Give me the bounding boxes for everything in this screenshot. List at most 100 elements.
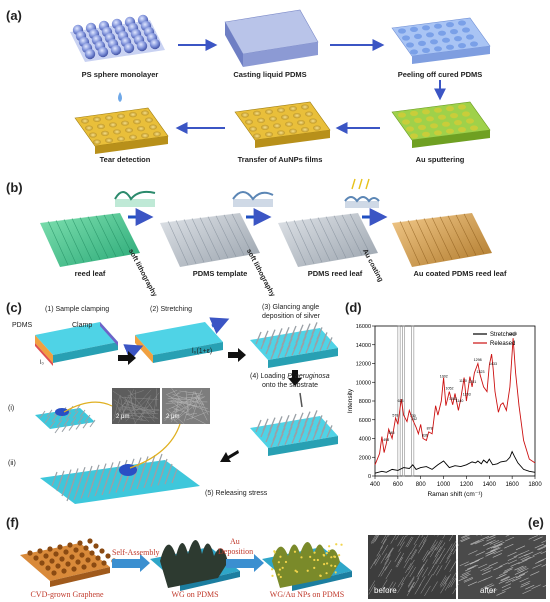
c-ii-label: (ii) <box>8 460 16 467</box>
series-line-stretched <box>375 452 535 474</box>
ps-sphere-monolayer-illustration <box>70 15 165 62</box>
step-au-sputtering: Au sputtering <box>390 155 490 164</box>
peak-label: 1203 <box>463 393 471 397</box>
substrate-i <box>35 405 95 433</box>
arrow-c2 <box>228 348 246 362</box>
tear-detection-illustration <box>75 92 168 154</box>
step-ps-sphere: PS sphere monolayer <box>70 70 170 79</box>
x-tick-label: 1800 <box>528 482 542 488</box>
x-tick-label: 400 <box>370 482 381 488</box>
pdms-reed-leaf-illustration <box>278 213 378 267</box>
y-axis-label: Intensity <box>347 388 354 413</box>
c-step4a-text: (4) Loading <box>250 373 287 380</box>
peak-label: 1433 <box>489 362 497 366</box>
arrow-c1 <box>118 351 136 365</box>
step-tear-detection: Tear detection <box>75 155 175 164</box>
x-tick-label: 800 <box>416 482 427 488</box>
c-pdms-label: PDMS <box>12 322 32 329</box>
x-tick-label: 1600 <box>505 482 519 488</box>
cross-section-icon-1 <box>115 192 155 207</box>
droplet-icon <box>118 92 122 102</box>
y-tick-label: 4000 <box>359 437 371 443</box>
e-after-label: after <box>480 586 496 595</box>
peak-label: 1052 <box>446 387 454 391</box>
casting-pdms-illustration <box>225 10 318 67</box>
arrow-f1 <box>112 559 140 568</box>
panel-a-diagram <box>0 0 550 175</box>
scale-bar-1: 2 μm <box>116 414 129 420</box>
panel-c-diagram <box>0 300 345 515</box>
peak-label: 742 <box>411 417 417 421</box>
cross-section-icon-3 <box>345 179 379 208</box>
pdms-strip-4 <box>250 393 338 456</box>
y-tick-label: 2000 <box>359 455 371 461</box>
f-arrow2a-label: Au <box>230 537 240 546</box>
peak-label: 878 <box>427 426 433 430</box>
peak-label: 1323 <box>476 370 484 374</box>
reed-leaf-illustration <box>40 213 140 267</box>
graphene-illustration <box>20 538 117 587</box>
caption-pdms-reed-leaf: PDMS reed leaf <box>290 269 380 278</box>
peak-label: 578 <box>392 413 398 417</box>
step-transfer: Transfer of AuNPs films <box>225 155 335 164</box>
c-step3b: deposition of silver <box>262 313 320 320</box>
peak-label: 1251 <box>468 380 476 384</box>
y-tick-label: 10000 <box>356 380 371 386</box>
caption-reed-leaf: reed leaf <box>45 269 135 278</box>
peak-label: 1608 <box>509 332 517 336</box>
pdms-template-illustration <box>160 213 260 267</box>
f-caption-1: CVD-grown Graphene <box>12 590 122 599</box>
c-step5: (5) Releasing stress <box>205 490 267 497</box>
c-step1: (1) Sample clamping <box>45 306 109 313</box>
step-peeling: Peeling off cured PDMS <box>380 70 500 79</box>
y-tick-label: 0 <box>368 474 371 480</box>
y-tick-label: 8000 <box>359 399 371 405</box>
f-caption-3: WG/Au NPs on PDMS <box>252 590 362 599</box>
substrate-ii <box>40 454 200 504</box>
peak-label: 1002 <box>440 374 448 378</box>
c-i-label: (i) <box>8 405 14 412</box>
peak-label: 545 <box>389 431 395 435</box>
x-tick-label: 1400 <box>483 482 497 488</box>
f-arrow1-label: Self-Assembly <box>112 548 160 557</box>
pipette-icon <box>300 393 302 407</box>
c-strain-label: l₀(1+ε) <box>192 348 212 355</box>
raman-chart: 400 600 800 1000 1200 1400 1600 1800 0 2000 4000 60… <box>345 318 545 508</box>
pdms-strip-2 <box>128 320 226 363</box>
reference-band <box>412 326 414 476</box>
f-arrow2b-label: Deposition <box>218 547 253 556</box>
c-step3a: (3) Glancing angle <box>262 304 319 311</box>
au-coated-leaf-illustration <box>392 213 492 267</box>
peak-label: 836 <box>422 434 428 438</box>
panel-d-label: (d) <box>345 300 362 315</box>
panel-e-label: (e) <box>528 515 544 530</box>
scale-bar-2: 2 μm <box>166 414 179 420</box>
x-tick-label: 1000 <box>437 482 451 488</box>
bacterium-icon <box>55 408 69 416</box>
c-step4-italic: P. aeruginosa <box>287 373 329 380</box>
y-tick-label: 16000 <box>356 324 371 330</box>
e-before-label: before <box>374 586 397 595</box>
c-l0-label: l₀ <box>40 360 44 366</box>
peeled-pdms-illustration <box>392 18 490 64</box>
x-tick-label: 1200 <box>460 482 474 488</box>
peak-label: 498 <box>383 438 389 442</box>
peak-label: 1298 <box>474 358 482 362</box>
y-tick-label: 12000 <box>356 362 371 368</box>
c-step4a: (4) Loading P. aeruginosa <box>250 373 330 380</box>
peak-label: 1170 <box>459 379 467 383</box>
peak-label: 1140 <box>456 399 464 403</box>
y-tick-label: 6000 <box>359 418 371 424</box>
y-tick-label: 14000 <box>356 343 371 349</box>
arrow-f2 <box>226 559 254 568</box>
f-caption-2: WG on PDMS <box>150 590 240 599</box>
pdms-strip-3 <box>250 322 338 368</box>
c-step4b: onto the substrate <box>262 382 318 389</box>
step-casting: Casting liquid PDMS <box>220 70 320 79</box>
legend-label: Released <box>490 341 515 347</box>
wg-au-pdms-illustration <box>262 542 352 591</box>
arrow-c4 <box>220 450 239 462</box>
c-clamp-label: Clamp <box>72 322 92 329</box>
c-step2: (2) Stretching <box>150 306 192 313</box>
au-sputtering-illustration <box>392 102 490 148</box>
